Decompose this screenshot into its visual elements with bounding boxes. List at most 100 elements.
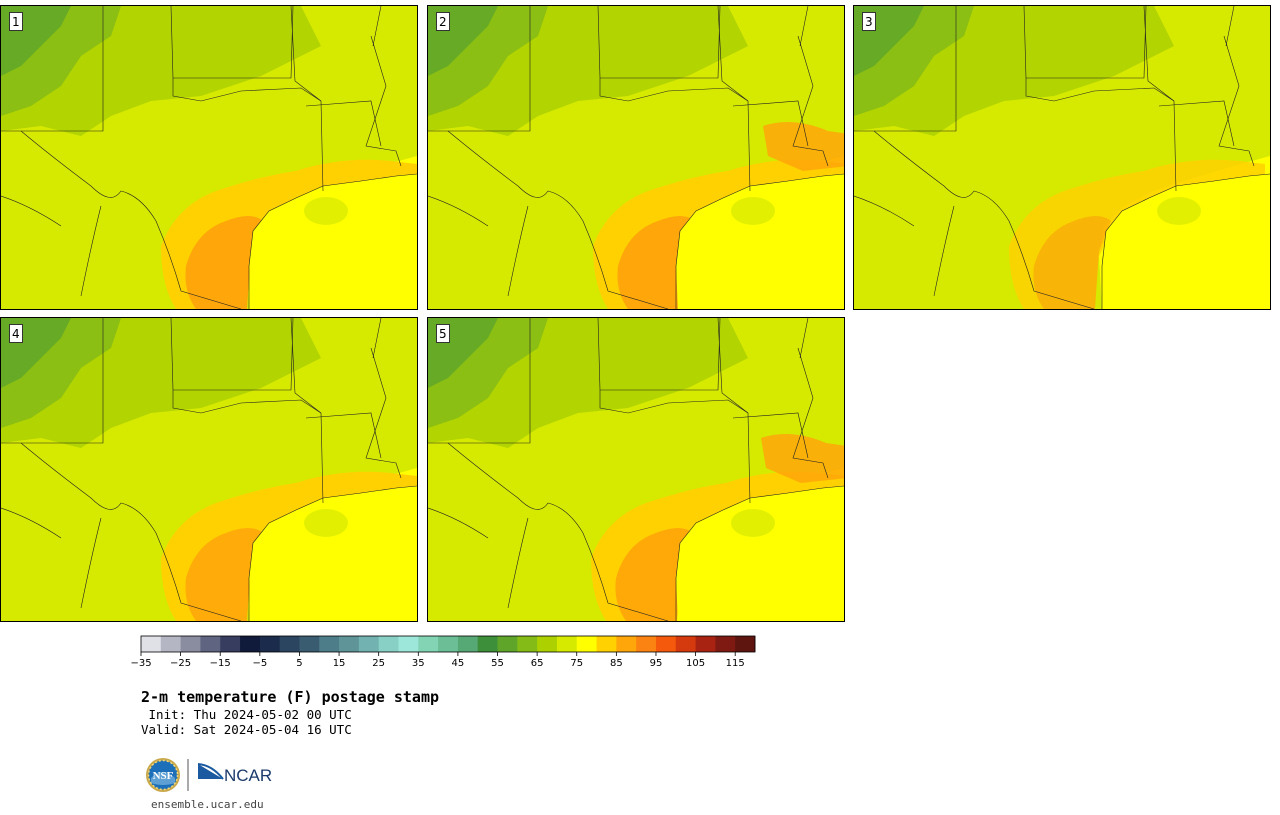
state-border-ms-river: [792, 347, 829, 479]
member-number: 2: [436, 12, 450, 31]
colorbar-segment: [556, 636, 578, 652]
state-border-ar-west: [717, 6, 749, 102]
state-border-ms: [799, 318, 809, 359]
state-border-ms: [799, 6, 809, 47]
state-border-mx-state: [507, 205, 529, 297]
coastline: [248, 485, 417, 621]
colorbar-segment: [418, 636, 439, 652]
state-border-mx-state: [80, 205, 102, 297]
temp-zone-80-group: [161, 159, 417, 309]
state-border-nm: [1, 6, 104, 132]
colorbar-segment: [160, 636, 182, 652]
colorbar-segment: [497, 636, 518, 652]
colorbar-tick-label: 65: [531, 658, 544, 669]
state-border-rio-grande: [20, 442, 242, 621]
gulf-warm-patch: [731, 197, 775, 225]
state-border-rio-grande: [20, 130, 242, 309]
member-panel-5: 5: [427, 317, 845, 622]
state-border-nm: [428, 6, 531, 132]
colorbar-segment: [141, 636, 162, 652]
coastline: [675, 173, 844, 309]
member-number: 4: [9, 324, 23, 343]
colorbar-tick-label: 35: [412, 658, 425, 669]
member-panel-2: 2: [427, 5, 845, 310]
colorbar-segment: [240, 636, 261, 652]
temp-zone-85: [1033, 216, 1111, 309]
nsf-logo: NSF: [146, 758, 180, 792]
state-border-mx-2: [1, 195, 62, 227]
gulf-warm-patch: [1157, 197, 1201, 225]
state-border-rio-grande: [447, 130, 669, 309]
state-border-nm: [1, 318, 104, 444]
member-number: 3: [862, 12, 876, 31]
colorbar-segment: [735, 636, 756, 652]
state-border-mx-2: [428, 195, 489, 227]
gulf-of-mexico: [676, 174, 844, 309]
state-border-mx-2: [428, 507, 489, 539]
colorbar-tick-label: −25: [170, 658, 191, 669]
colorbar-segment: [220, 636, 241, 652]
temp-zone-85: [615, 528, 693, 621]
state-border-la-north: [1158, 100, 1235, 147]
state-border-ok: [1023, 6, 1147, 79]
state-border-rio-grande: [873, 130, 1095, 309]
colorbar-tick-label: 115: [726, 658, 745, 669]
state-border-ms: [372, 318, 382, 359]
gulf-of-mexico: [249, 174, 417, 309]
state-border-ok: [597, 318, 721, 391]
init-time: Init: Thu 2024-05-02 00 UTC: [141, 707, 352, 722]
state-border-sabine: [1173, 100, 1177, 192]
coastline: [248, 173, 417, 309]
state-border-la-north: [305, 100, 382, 147]
state-border-la-north: [305, 412, 382, 459]
colorbar-tick-label: −35: [130, 658, 151, 669]
state-border-la-north: [732, 100, 809, 147]
state-border-mx-2: [1, 507, 62, 539]
state-border-ar-west: [717, 318, 749, 414]
colorbar-segment: [517, 636, 538, 652]
colorbar-tick-label: 75: [570, 658, 583, 669]
state-border-ms-river: [365, 347, 402, 479]
colorbar-segment: [616, 636, 637, 652]
state-border-nm: [428, 318, 531, 444]
state-border-ms-river: [1218, 35, 1255, 167]
state-border-ms: [1225, 6, 1235, 47]
temp-zone-85: [185, 216, 263, 309]
gulf-warm-patch: [304, 197, 348, 225]
colorbar-segment: [378, 636, 399, 652]
temperature-map: [854, 6, 1270, 309]
state-border-mx-2: [854, 195, 915, 227]
state-border-ar-west: [1143, 6, 1175, 102]
member-panel-3: 3: [853, 5, 1271, 310]
colorbar-tick-label: 45: [452, 658, 465, 669]
state-border-ms-river: [792, 35, 829, 167]
temperature-map: [428, 318, 844, 621]
figure-title: 2-m temperature (F) postage stamp: [141, 688, 440, 706]
temperature-map: [1, 6, 417, 309]
colorbar-segment: [695, 636, 716, 652]
colorbar-tick-label: 105: [686, 658, 705, 669]
colorbar-segment: [339, 636, 360, 652]
colorbar-tick-label: 55: [491, 658, 504, 669]
temp-zone-80-group: [1009, 159, 1265, 309]
state-border-nm: [854, 6, 957, 132]
member-panel-4: 4: [0, 317, 418, 622]
gulf-of-mexico: [249, 486, 417, 621]
state-border-sabine: [747, 412, 751, 504]
colorbar-segment: [180, 636, 201, 652]
member-number: 1: [9, 12, 23, 31]
temp-zone-85-east: [763, 122, 844, 171]
colorbar-segment: [477, 636, 498, 652]
colorbar-segment: [279, 636, 300, 652]
state-border-mx-state: [507, 517, 529, 609]
colorbar-segment: [299, 636, 320, 652]
member-panel-1: 1: [0, 5, 418, 310]
state-border-la-north: [732, 412, 809, 459]
colorbar-segment: [636, 636, 657, 652]
state-border-ok: [170, 6, 294, 79]
coastline: [675, 485, 844, 621]
state-border-red-river: [172, 390, 322, 414]
state-border-mx-state: [80, 517, 102, 609]
colorbar-segment: [655, 636, 677, 652]
temperature-map: [1, 318, 417, 621]
